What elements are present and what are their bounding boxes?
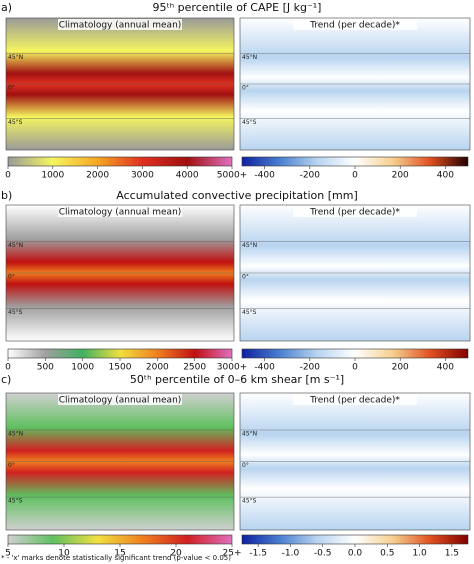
colorbar-tick-label: 2000	[146, 363, 169, 373]
latitude-label: 45°S	[242, 119, 257, 126]
colorbar-tick-label: -200	[300, 171, 321, 181]
colorbar-tick-label: 4000	[176, 171, 199, 181]
colorbar-tick-label: -0.5	[314, 549, 332, 559]
subtitle-bg	[293, 19, 417, 30]
colorbar-tick-label: 1.0	[412, 549, 427, 559]
colorbar-tick-label: -200	[300, 363, 321, 373]
latitude-label: 0°	[242, 274, 249, 281]
colorbar-tick-label: 0	[352, 171, 358, 181]
colorbar-tick-label: 1000	[41, 171, 64, 181]
latitude-label: 45°S	[8, 309, 23, 316]
colorbar-tick-label: 3000	[131, 171, 154, 181]
colorbar-tick-label: 0	[5, 171, 11, 181]
panel-title: Accumulated convective precipitation [mm…	[116, 189, 357, 202]
colorbar-tick-label: 200	[392, 363, 409, 373]
colorbar-tick-label: 5	[5, 549, 11, 559]
colorbar-tick-label: -1.5	[249, 549, 267, 559]
latitude-label: 45°S	[8, 498, 23, 505]
latitude-label: 45°N	[242, 430, 257, 437]
latitude-label: 0°	[242, 85, 249, 92]
subtitle-bg	[58, 394, 182, 405]
latitude-label: 45°N	[8, 430, 23, 437]
colorbar	[241, 156, 469, 167]
colorbar-tick-label: 400	[437, 363, 454, 373]
colorbar-tick-label: 200	[392, 171, 409, 181]
colorbar-tick-label: 10	[58, 549, 70, 559]
panel-label: c)	[1, 373, 11, 386]
colorbar-tick-label: 20	[170, 549, 182, 559]
colorbar-tick-label: 0	[352, 363, 358, 373]
map-subtitle: Trend (per decade)*	[309, 208, 400, 218]
latitude-label: 0°	[8, 462, 15, 469]
latitude-label: 0°	[8, 85, 15, 92]
footnote: * - 'x' marks denote statistically signi…	[1, 554, 231, 562]
map-subtitle: Trend (per decade)*	[309, 396, 400, 406]
colorbar-tick-label: 15	[114, 549, 125, 559]
latitude-label: 45°N	[8, 242, 23, 249]
colorbar	[7, 156, 233, 167]
latitude-label: 45°S	[8, 119, 23, 126]
panel-title: 95ᵗʰ percentile of CAPE [J kg⁻¹]	[153, 1, 322, 14]
colorbar-tick-label: -400	[254, 171, 275, 181]
colorbar-tick-label: 0.5	[380, 549, 394, 559]
colorbar-tick-label: 1.5	[445, 549, 459, 559]
subtitle-bg	[58, 19, 182, 30]
subtitle-bg	[293, 394, 417, 405]
map-subtitle: Trend (per decade)*	[309, 21, 400, 31]
latitude-label: 0°	[242, 462, 249, 469]
colorbar	[7, 348, 233, 359]
subtitle-bg	[293, 206, 417, 217]
map-subtitle: Climatology (annual mean)	[59, 21, 182, 31]
latitude-label: 45°S	[242, 309, 257, 316]
colorbar-tick-label: 2500	[183, 363, 206, 373]
colorbar-tick-label: 500	[37, 363, 54, 373]
colorbar-tick-label: 400	[437, 171, 454, 181]
panel-title: 50ᵗʰ percentile of 0–6 km shear [m s⁻¹]	[130, 373, 344, 386]
latitude-label: 45°N	[242, 54, 257, 61]
colorbar-tick-label: 1500	[109, 363, 132, 373]
colorbar-tick-label: 0	[5, 363, 11, 373]
colorbar-tick-label: -400	[254, 363, 275, 373]
colorbar	[241, 534, 469, 545]
colorbar-tick-label: 25+	[223, 549, 242, 559]
colorbar-tick-label: 0.0	[348, 549, 363, 559]
colorbar	[7, 534, 233, 545]
colorbar-tick-label: 2000	[86, 171, 109, 181]
latitude-label: 0°	[8, 274, 15, 281]
latitude-label: 45°N	[8, 54, 23, 61]
map-subtitle: Climatology (annual mean)	[59, 396, 182, 406]
subtitle-bg	[58, 206, 182, 217]
panel-label: b)	[1, 189, 12, 202]
colorbar-tick-label: 5000+	[217, 171, 247, 181]
colorbar-tick-label: -1.0	[282, 549, 300, 559]
map-subtitle: Climatology (annual mean)	[59, 208, 182, 218]
panel-label: a)	[1, 1, 12, 14]
colorbar	[241, 348, 469, 359]
colorbar-tick-label: 1000	[71, 363, 94, 373]
latitude-label: 45°S	[242, 498, 257, 505]
colorbar-tick-label: 3000+	[217, 363, 247, 373]
latitude-label: 45°N	[242, 242, 257, 249]
